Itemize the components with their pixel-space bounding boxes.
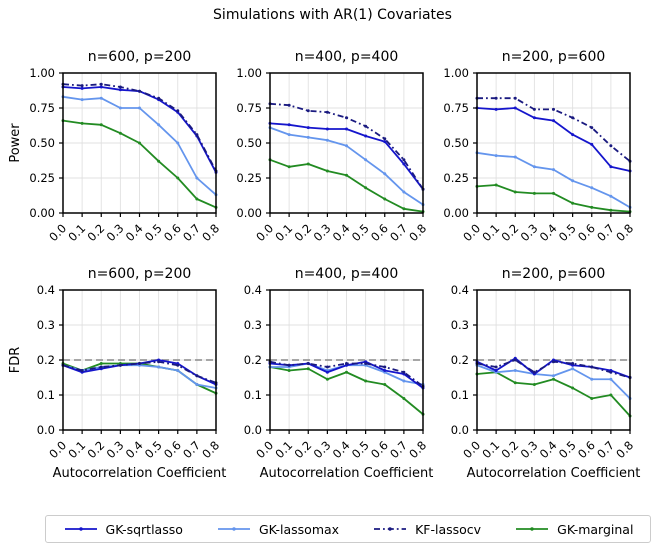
plot-power-n400-p400: 0.00.10.20.30.40.50.60.70.80.000.250.500… — [236, 66, 429, 244]
svg-text:0.8: 0.8 — [613, 438, 636, 461]
x-axis-label-3: Autocorrelation Coefficient — [466, 466, 641, 481]
svg-text:0.00: 0.00 — [29, 206, 55, 220]
legend-label: GK-sqrtlasso — [105, 521, 183, 537]
svg-text:0.75: 0.75 — [443, 101, 469, 115]
x-axis-label-1: Autocorrelation Coefficient — [52, 466, 227, 481]
svg-text:0.3: 0.3 — [451, 318, 469, 332]
figure-title: Simulations with AR(1) Covariates — [213, 7, 452, 23]
legend-label: GK-lassomax — [258, 521, 340, 537]
svg-text:0.50: 0.50 — [29, 136, 55, 150]
svg-text:0.0: 0.0 — [451, 423, 469, 437]
legend-label: GK-marginal — [557, 521, 634, 537]
svg-text:0.25: 0.25 — [29, 171, 55, 185]
legend-label: KF-lassocv — [415, 521, 482, 537]
svg-text:0.1: 0.1 — [451, 388, 469, 402]
svg-text:0.1: 0.1 — [37, 388, 55, 402]
svg-text:0.50: 0.50 — [236, 136, 262, 150]
legend-item-kf-lassocv: KF-lassocv — [372, 522, 481, 537]
legend-item-gk-sqrtlasso: GK-sqrtlasso — [63, 522, 183, 537]
legend-line-gk-marginal-icon — [516, 527, 549, 531]
svg-text:0.4: 0.4 — [451, 283, 469, 297]
svg-text:0.0: 0.0 — [244, 423, 262, 437]
svg-text:0.00: 0.00 — [443, 206, 469, 220]
svg-text:0.00: 0.00 — [236, 206, 262, 220]
legend: GK-sqrtlasso GK-lassomax KF-lassocv GK-m… — [45, 515, 651, 543]
svg-text:Power: Power — [8, 123, 23, 163]
subplot-title-power-1: n=600, p=200 — [87, 49, 192, 65]
svg-text:0.2: 0.2 — [37, 353, 55, 367]
svg-text:0.1: 0.1 — [244, 388, 262, 402]
svg-text:1.00: 1.00 — [443, 66, 469, 80]
subplot-title-fdr-1: n=600, p=200 — [87, 266, 192, 282]
svg-text:0.4: 0.4 — [244, 283, 262, 297]
plot-fdr-n400-p400: 0.00.10.20.30.40.50.60.70.80.00.10.20.30… — [244, 283, 429, 461]
svg-text:0.3: 0.3 — [37, 318, 55, 332]
plot-power-n600-p200: 0.00.10.20.30.40.50.60.70.80.000.250.500… — [8, 66, 222, 244]
legend-line-gk-lassomax-icon — [217, 527, 250, 531]
svg-text:0.2: 0.2 — [451, 353, 469, 367]
x-axis-label-2: Autocorrelation Coefficient — [259, 466, 434, 481]
svg-text:0.25: 0.25 — [236, 171, 262, 185]
svg-text:0.75: 0.75 — [236, 101, 262, 115]
plot-power-n200-p600: 0.00.10.20.30.40.50.60.70.80.000.250.500… — [443, 66, 636, 244]
svg-text:FDR: FDR — [8, 347, 23, 374]
subplot-title-power-2: n=400, p=400 — [294, 49, 399, 65]
svg-text:0.50: 0.50 — [443, 136, 469, 150]
svg-text:0.25: 0.25 — [443, 171, 469, 185]
subplot-title-fdr-2: n=400, p=400 — [294, 266, 399, 282]
svg-text:0.0: 0.0 — [37, 423, 55, 437]
legend-item-gk-lassomax: GK-lassomax — [216, 522, 339, 537]
svg-text:0.8: 0.8 — [613, 221, 636, 244]
svg-text:0.3: 0.3 — [244, 318, 262, 332]
legend-line-gk-sqrtlasso-icon — [64, 527, 97, 531]
svg-text:1.00: 1.00 — [29, 66, 55, 80]
svg-text:1.00: 1.00 — [236, 66, 262, 80]
svg-text:0.4: 0.4 — [37, 283, 55, 297]
legend-line-kf-lassocv-icon — [374, 527, 407, 531]
plot-fdr-n200-p600: 0.00.10.20.30.40.50.60.70.80.00.10.20.30… — [451, 283, 636, 461]
plot-fdr-n600-p200: 0.00.10.20.30.40.50.60.70.80.00.10.20.30… — [8, 283, 222, 461]
svg-text:0.75: 0.75 — [29, 101, 55, 115]
subplot-title-fdr-3: n=200, p=600 — [501, 266, 606, 282]
legend-item-gk-marginal: GK-marginal — [514, 522, 633, 537]
subplot-title-power-3: n=200, p=600 — [501, 49, 606, 65]
svg-text:0.2: 0.2 — [244, 353, 262, 367]
